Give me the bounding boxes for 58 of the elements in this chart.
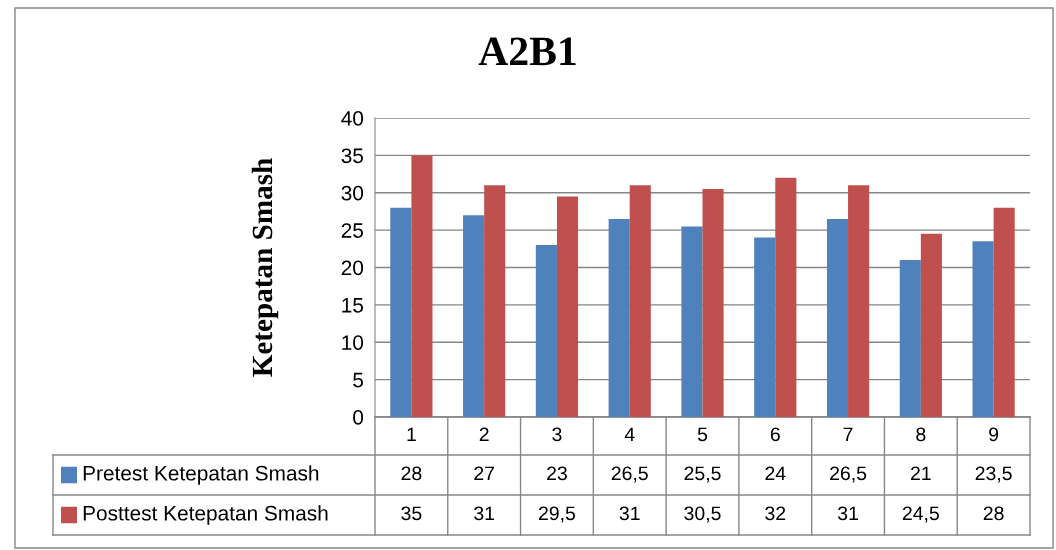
y-axis-title: Ketepatan Smash — [251, 158, 279, 377]
data-label: 24,5 — [902, 506, 939, 523]
bar — [972, 241, 994, 417]
x-tick-label: 7 — [843, 427, 853, 442]
data-label: 28 — [401, 466, 422, 481]
y-tick-label: 20 — [341, 260, 364, 276]
data-label: 23,5 — [975, 466, 1012, 483]
x-tick-label: 4 — [624, 427, 635, 442]
x-tick-label: 8 — [916, 427, 926, 442]
bar — [826, 218, 849, 417]
data-label: 30,5 — [684, 506, 721, 523]
bar — [848, 185, 870, 417]
bar — [681, 226, 703, 417]
x-tick-label: 3 — [552, 427, 562, 442]
legend-label: Posttest Ketepatan Smash — [83, 505, 328, 525]
x-tick-label: 5 — [697, 427, 708, 442]
data-label: 23 — [547, 466, 567, 481]
y-tick-label: 35 — [341, 148, 364, 164]
bar — [899, 260, 921, 417]
y-tick-label: 30 — [341, 185, 364, 201]
data-label: 28 — [983, 506, 1004, 521]
y-tick-label: 10 — [342, 335, 364, 350]
y-tick-label: 15 — [342, 298, 364, 313]
chart-title: A2B1 — [478, 37, 576, 66]
y-tick-label: 25 — [341, 223, 364, 238]
data-label: 26,5 — [611, 466, 648, 483]
bar — [920, 233, 942, 417]
x-tick-label: 2 — [479, 427, 489, 442]
bar — [754, 237, 776, 417]
bar — [608, 218, 630, 417]
bar — [535, 245, 557, 417]
bar — [556, 196, 579, 417]
data-label: 25,5 — [684, 466, 721, 483]
data-label: 21 — [911, 466, 931, 481]
y-tick-label: 40 — [341, 111, 364, 126]
bar — [993, 207, 1015, 417]
data-label: 31 — [837, 506, 858, 521]
data-label: 35 — [401, 506, 422, 521]
bar — [411, 155, 433, 417]
bar — [484, 185, 506, 417]
data-label: 27 — [474, 466, 495, 481]
x-tick-label: 9 — [989, 427, 999, 442]
bar — [775, 177, 797, 417]
bar — [463, 215, 485, 417]
bar — [702, 189, 724, 417]
data-label: 26,5 — [830, 466, 867, 483]
bar — [390, 207, 412, 417]
data-label: 29,5 — [539, 506, 576, 523]
y-tick-label: 5 — [353, 372, 364, 388]
data-label: 24 — [765, 466, 786, 481]
data-label: 31 — [474, 506, 495, 521]
bar — [629, 185, 651, 417]
x-tick-label: 1 — [407, 427, 416, 442]
x-tick-label: 6 — [770, 427, 780, 442]
data-label: 32 — [765, 506, 786, 521]
data-label: 31 — [619, 506, 640, 521]
legend-label: Pretest Ketepatan Smash — [83, 465, 319, 485]
y-tick-label: 0 — [353, 410, 364, 425]
